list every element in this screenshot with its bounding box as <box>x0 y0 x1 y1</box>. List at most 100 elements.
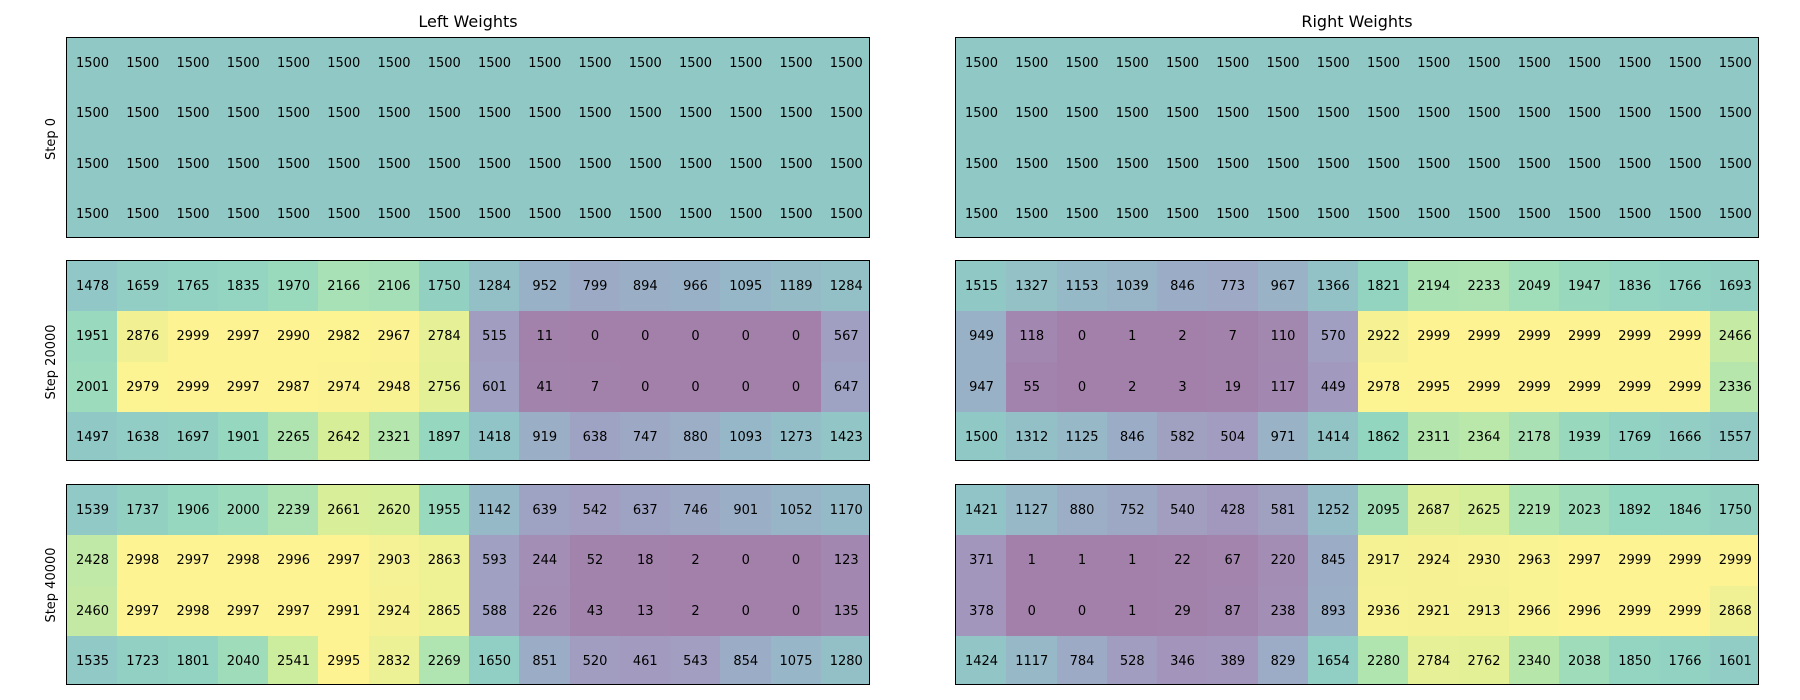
heatmap-cell: 2194 <box>1408 261 1460 312</box>
heatmap-cell: 2460 <box>67 585 118 637</box>
heatmap-cell: 1284 <box>469 261 520 312</box>
heatmap-cell: 2998 <box>117 535 169 587</box>
heatmap-cell: 1500 <box>1006 38 1058 89</box>
heatmap-cell: 2924 <box>368 585 420 637</box>
heatmap-cell: 1659 <box>117 261 169 312</box>
heatmap-cell: 1557 <box>1709 411 1758 460</box>
heatmap-cell: 581 <box>1257 485 1309 536</box>
heatmap-cell: 1500 <box>1659 138 1711 190</box>
heatmap-cell: 1500 <box>217 88 269 140</box>
heatmap-cell: 1500 <box>519 38 571 89</box>
heatmap-cell: 2979 <box>117 361 169 413</box>
heatmap-cell: 0 <box>770 311 822 363</box>
heatmap-panel-left-step-0: 1500 1500 1500 1500 1500 1500 1500 1500 1500 1500… <box>66 37 870 238</box>
heatmap-cell: 2095 <box>1358 485 1409 536</box>
heatmap-cell: 1142 <box>469 485 520 536</box>
heatmap-cell: 1500 <box>1458 38 1510 89</box>
heatmap-cell: 1500 <box>1508 38 1560 89</box>
heatmap-cell: 1500 <box>1408 188 1460 237</box>
heatmap-cell: 1500 <box>770 138 822 190</box>
heatmap-cell: 2865 <box>418 585 470 637</box>
heatmap-cell: 1500 <box>670 38 721 89</box>
heatmap-cell: 1500 <box>519 188 571 237</box>
heatmap-cell: 528 <box>1106 635 1158 684</box>
heatmap-cell: 1500 <box>1559 88 1610 140</box>
heatmap-cell: 13 <box>619 585 671 637</box>
heatmap-cell: 520 <box>569 635 621 684</box>
heatmap-cell: 1500 <box>956 88 1007 140</box>
heatmap-cell: 0 <box>569 311 621 363</box>
heatmap-cell: 2997 <box>167 535 219 587</box>
heatmap-cell: 0 <box>1056 585 1108 637</box>
heatmap-cell: 2340 <box>1508 635 1560 684</box>
heatmap-cell: 1500 <box>1358 138 1409 190</box>
heatmap-cell: 2999 <box>1609 311 1661 363</box>
heatmap-cell: 901 <box>720 485 772 536</box>
heatmap-cell: 1500 <box>1709 188 1758 237</box>
heatmap-cell: 7 <box>569 361 621 413</box>
heatmap-cell: 1862 <box>1358 411 1409 460</box>
heatmap-cell: 1500 <box>820 88 869 140</box>
heatmap-cell: 567 <box>820 311 869 363</box>
heatmap-cell: 2997 <box>268 585 319 637</box>
heatmap-cell: 135 <box>820 585 869 637</box>
heatmap-cell: 123 <box>820 535 869 587</box>
heatmap-cell: 854 <box>720 635 772 684</box>
heatmap-cell: 1500 <box>720 88 772 140</box>
heatmap-cell: 2987 <box>268 361 319 413</box>
heatmap-cell: 2999 <box>1659 585 1711 637</box>
heatmap-cell: 1515 <box>956 261 1007 312</box>
heatmap-cell: 11 <box>519 311 571 363</box>
heatmap-cell: 41 <box>519 361 571 413</box>
heatmap-cell: 1 <box>1106 585 1158 637</box>
heatmap-cell: 1500 <box>1006 88 1058 140</box>
heatmap-cell: 2321 <box>368 411 420 460</box>
heatmap-cell: 2963 <box>1508 535 1560 587</box>
heatmap-cell: 0 <box>1006 585 1058 637</box>
heatmap-cell: 1327 <box>1006 261 1058 312</box>
heatmap-cell: 1500 <box>1458 138 1510 190</box>
heatmap-cell: 7 <box>1207 311 1259 363</box>
heatmap-cell: 601 <box>469 361 520 413</box>
heatmap-cell: 1500 <box>268 38 319 89</box>
heatmap-cell: 449 <box>1307 361 1359 413</box>
heatmap-cell: 2967 <box>368 311 420 363</box>
heatmap-cell: 1500 <box>670 188 721 237</box>
heatmap-cell: 851 <box>519 635 571 684</box>
heatmap-cell: 2756 <box>418 361 470 413</box>
heatmap-cell: 1500 <box>1307 38 1359 89</box>
heatmap-cell: 2917 <box>1358 535 1409 587</box>
heatmap-cell: 2 <box>1157 311 1208 363</box>
heatmap-cell: 588 <box>469 585 520 637</box>
heatmap-cell: 1500 <box>1307 188 1359 237</box>
heatmap-cell: 1500 <box>67 138 118 190</box>
heatmap-cell: 2868 <box>1709 585 1758 637</box>
heatmap-panel-right-step-2: 1421 1127 880 752 540 428 581 1252 2095 2687 2625 2… <box>955 484 1759 685</box>
heatmap-cell: 752 <box>1106 485 1158 536</box>
heatmap-cell: 2997 <box>217 361 269 413</box>
heatmap-cell: 593 <box>469 535 520 587</box>
heatmap-cell: 1650 <box>469 635 520 684</box>
heatmap-cell: 2930 <box>1458 535 1510 587</box>
heatmap-cell: 846 <box>1106 411 1158 460</box>
heatmap-cell: 1654 <box>1307 635 1359 684</box>
heatmap-cell: 1500 <box>167 188 219 237</box>
heatmap-cell: 1666 <box>1659 411 1711 460</box>
heatmap-cell: 1539 <box>67 485 118 536</box>
heatmap-cell: 1697 <box>167 411 219 460</box>
heatmap-cell: 2999 <box>1609 585 1661 637</box>
heatmap-cell: 0 <box>1056 361 1108 413</box>
heatmap-cell: 110 <box>1257 311 1309 363</box>
right-weights-title: Right Weights <box>1301 12 1413 31</box>
heatmap-cell: 1693 <box>1709 261 1758 312</box>
heatmap-cell: 1500 <box>720 38 772 89</box>
heatmap-cell: 1500 <box>418 188 470 237</box>
heatmap-cell: 0 <box>770 361 822 413</box>
heatmap-cell: 1500 <box>1106 138 1158 190</box>
heatmap-cell: 2000 <box>217 485 269 536</box>
heatmap-cell: 346 <box>1157 635 1208 684</box>
heatmap-cell: 2913 <box>1458 585 1510 637</box>
heatmap-cell: 1601 <box>1709 635 1758 684</box>
heatmap-cell: 1500 <box>619 88 671 140</box>
heatmap-cell: 43 <box>569 585 621 637</box>
